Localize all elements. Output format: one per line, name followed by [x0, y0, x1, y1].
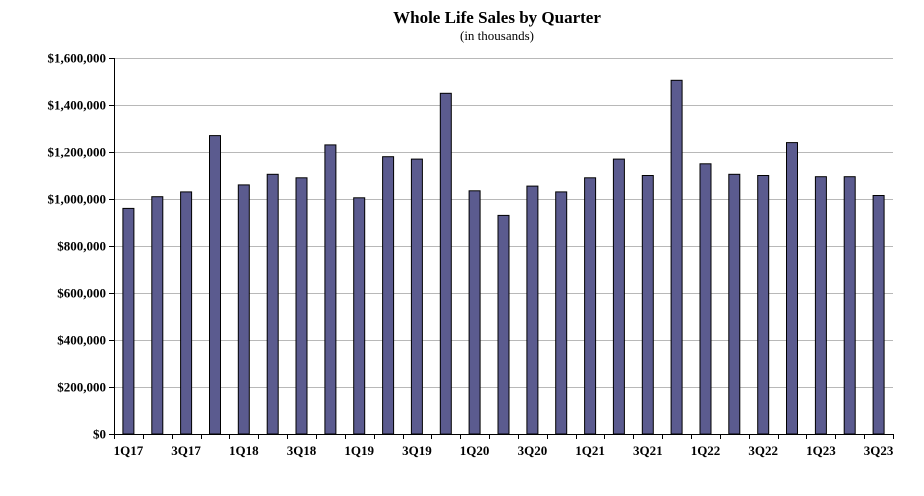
bar-3Q21 — [641, 175, 654, 435]
bar-3Q19 — [410, 158, 423, 435]
y-tick-label: $1,400,000 — [48, 98, 107, 113]
bar-2Q21 — [612, 158, 625, 435]
y-tick-label: $600,000 — [57, 286, 106, 301]
bar-1Q17 — [122, 207, 135, 435]
x-tick-label: 1Q17 — [114, 443, 144, 458]
bar-1Q21 — [584, 177, 597, 435]
bar-2Q23 — [843, 176, 856, 435]
bar-2Q17 — [151, 196, 164, 435]
bar-4Q17 — [209, 135, 221, 435]
bar-3Q17 — [180, 191, 193, 435]
bar-4Q19 — [439, 92, 452, 435]
y-tick-label: $0 — [93, 427, 106, 442]
axes — [109, 58, 894, 439]
x-tick-label: 1Q20 — [460, 443, 490, 458]
x-tick-label: 1Q23 — [806, 443, 836, 458]
x-axis-tick-labels: 1Q17 3Q17 1Q18 3Q18 1Q19 3Q19 1Q20 3Q20 1Q21 3Q21… — [114, 443, 894, 458]
y-axis-tick-labels: $0 $200,000 $400,000 $600,000 $800,000 $1,000… — [48, 51, 107, 442]
bar-1Q22 — [699, 163, 712, 435]
bar-4Q18 — [324, 144, 337, 435]
x-tick-label: 3Q19 — [402, 443, 432, 458]
bar-3Q23 — [872, 195, 885, 435]
y-tick-label: $1,600,000 — [48, 51, 107, 66]
bar-3Q22 — [757, 175, 770, 435]
bar-2Q19 — [382, 156, 395, 435]
bar-4Q22 — [786, 142, 798, 435]
chart-subtitle: (in thousands) — [460, 28, 534, 43]
bars — [122, 79, 885, 435]
x-tick-label: 3Q18 — [287, 443, 317, 458]
bar-2Q18 — [266, 173, 279, 435]
chart-title: Whole Life Sales by Quarter — [393, 8, 601, 27]
x-tick-label: 1Q22 — [691, 443, 721, 458]
bar-3Q20 — [526, 185, 539, 435]
x-tick-label: 3Q21 — [633, 443, 663, 458]
bar-4Q21 — [670, 79, 683, 435]
x-tick-label: 3Q23 — [864, 443, 894, 458]
bar-4Q20 — [555, 191, 568, 435]
x-tick-label: 3Q20 — [518, 443, 548, 458]
bar-2Q20 — [497, 214, 510, 435]
bar-1Q23 — [814, 176, 827, 435]
x-tick-label: 1Q21 — [575, 443, 605, 458]
x-tick-label: 1Q19 — [344, 443, 374, 458]
y-tick-label: $200,000 — [57, 380, 106, 395]
bar-1Q19 — [353, 197, 366, 435]
x-tick-label: 1Q18 — [229, 443, 259, 458]
y-tick-label: $1,200,000 — [48, 145, 107, 160]
y-tick-label: $400,000 — [57, 333, 106, 348]
bar-1Q18 — [237, 184, 250, 435]
bar-1Q20 — [468, 190, 481, 435]
y-tick-label: $1,000,000 — [48, 192, 107, 207]
bar-3Q18 — [295, 177, 308, 435]
x-tick-label: 3Q22 — [748, 443, 778, 458]
x-tick-label: 3Q17 — [171, 443, 201, 458]
bar-2Q22 — [728, 173, 741, 435]
y-tick-label: $800,000 — [57, 239, 106, 254]
